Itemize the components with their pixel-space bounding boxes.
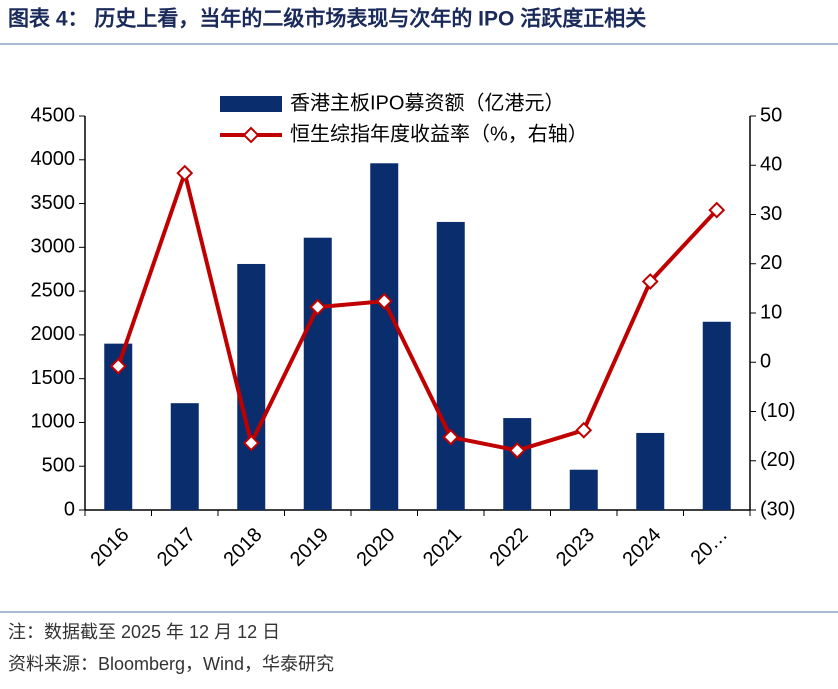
- chart-title: 图表 4： 历史上看，当年的二级市场表现与次年的 IPO 活跃度正相关: [8, 7, 646, 31]
- y2-tick-label: (20): [760, 449, 796, 471]
- y-tick-label: 4500: [31, 104, 76, 126]
- marker: [176, 164, 194, 182]
- bar: [303, 237, 332, 511]
- x-tick-label: 2021: [419, 524, 466, 571]
- marker: [641, 273, 659, 290]
- source: 资料来源：Bloomberg，Wind，华泰研究: [8, 654, 334, 674]
- y2-tick-label: 10: [760, 301, 782, 323]
- y-tick-label: 3500: [31, 192, 76, 214]
- y2-tick-label: 20: [760, 252, 782, 274]
- bar: [636, 432, 665, 510]
- y-tick-label: 4000: [31, 148, 76, 170]
- marker: [375, 292, 393, 310]
- y-tick-label: 1000: [31, 411, 76, 433]
- x-tick-label: 2017: [153, 524, 200, 571]
- line: [116, 166, 719, 453]
- x-tick-label: 2024: [618, 524, 665, 571]
- bar: [170, 403, 199, 510]
- y-tick-label: 2500: [31, 279, 76, 301]
- marker: [508, 441, 526, 459]
- legend-label: 恒生综指年度收益率（%，右轴）: [290, 122, 588, 145]
- bar: [436, 221, 465, 511]
- x-tick-label: 2020: [352, 524, 399, 571]
- marker: [708, 201, 726, 219]
- y-tick-label: 1500: [31, 367, 76, 389]
- y-tick-label: 2000: [31, 323, 76, 345]
- y2-tick-label: 0: [760, 351, 771, 373]
- note: 注：数据截至 2025 年 12 月 12 日: [8, 622, 280, 642]
- marker: [109, 357, 127, 375]
- x-tick-label: 2022: [485, 524, 532, 571]
- y2-tick-label: 30: [760, 203, 782, 225]
- marker: [242, 434, 260, 452]
- y2-tick-label: 50: [760, 104, 782, 126]
- x-tick-label: 20…: [687, 524, 732, 569]
- bar: [237, 263, 266, 510]
- bar: [702, 321, 731, 510]
- marker: [309, 298, 327, 316]
- legend-label: 香港主板IPO募资额（亿港元）: [290, 91, 564, 114]
- marker: [575, 421, 593, 439]
- y-tick-label: 0: [64, 498, 75, 520]
- legend-swatch: [220, 96, 282, 112]
- x-tick-label: 2023: [552, 524, 599, 571]
- y2-tick-label: (30): [760, 498, 796, 520]
- y2-tick-label: 40: [760, 154, 782, 176]
- bar: [370, 163, 399, 510]
- bar: [569, 469, 598, 510]
- y-tick-label: 500: [42, 455, 75, 477]
- y-tick-label: 3000: [31, 236, 76, 258]
- x-tick-label: 2016: [86, 524, 133, 571]
- legend-marker: [242, 126, 260, 144]
- x-tick-label: 2019: [286, 524, 333, 571]
- x-tick-label: 2018: [219, 524, 266, 571]
- marker: [442, 428, 460, 446]
- y2-tick-label: (10): [760, 400, 796, 422]
- bar: [503, 418, 532, 510]
